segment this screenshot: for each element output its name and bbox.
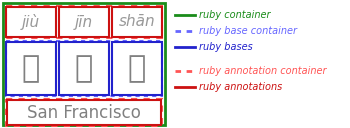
Text: jiù: jiù (22, 14, 40, 30)
Text: 山: 山 (128, 54, 146, 83)
Text: ruby bases: ruby bases (199, 42, 253, 52)
Text: ruby annotations: ruby annotations (199, 82, 282, 92)
Bar (59, 42, 109, 95)
Bar (3, 3, 165, 125)
Bar (6, 41, 162, 96)
Bar (6, 6, 162, 38)
Bar (59, 7, 109, 37)
Bar (112, 7, 162, 37)
Text: 旧: 旧 (22, 54, 40, 83)
Text: ruby base container: ruby base container (199, 26, 297, 36)
Text: ruby container: ruby container (199, 10, 271, 20)
Bar (112, 42, 162, 95)
Text: San Francisco: San Francisco (27, 104, 141, 121)
Bar (6, 7, 56, 37)
Text: shān: shān (119, 14, 155, 29)
Text: 金: 金 (75, 54, 93, 83)
Bar (6, 99, 162, 126)
Bar (7, 100, 161, 125)
Text: ruby annotation container: ruby annotation container (199, 66, 327, 76)
Bar (6, 42, 56, 95)
Text: jīn: jīn (75, 14, 93, 29)
